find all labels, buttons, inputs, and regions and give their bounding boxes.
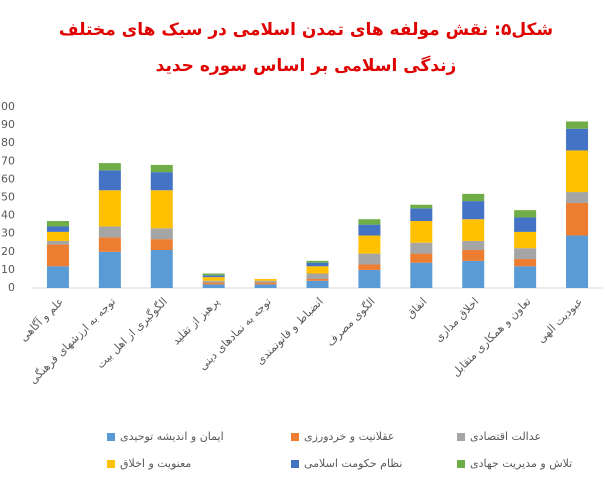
y-tick-label: 20 — [1, 245, 15, 258]
bar-segment — [202, 284, 225, 288]
bar-segment — [306, 262, 329, 267]
legend-swatch — [457, 460, 465, 468]
x-tick-label: پرهیز از تقلید — [170, 295, 222, 347]
bar-segment — [358, 253, 381, 265]
bar-segment — [566, 192, 589, 203]
bar-segment — [566, 202, 589, 236]
legend-swatch — [107, 460, 115, 468]
bar-segment — [358, 224, 381, 236]
bar-segment — [306, 280, 329, 288]
x-tick-label: الگوی مصرف — [324, 295, 378, 349]
bar-segment — [462, 201, 485, 220]
legend-label: ایمان و اندیشه توحیدی — [120, 430, 224, 443]
bar-segment — [566, 150, 589, 193]
y-tick-label: 50 — [1, 191, 15, 204]
x-tick-label: اخلاق مداری — [432, 295, 482, 345]
legend-swatch — [457, 433, 465, 441]
bar-segment — [306, 266, 329, 274]
x-tick-label: توجه به ارزشهای فرهنگی — [27, 295, 119, 387]
legend-label: نظام حکومت اسلامی — [304, 457, 402, 470]
legend-label: عدالت اقتصادی — [470, 430, 541, 443]
bar-segment — [462, 219, 485, 241]
bar-segment — [46, 221, 69, 227]
bar-segment — [462, 260, 485, 288]
bar-segment — [514, 259, 537, 267]
legend-swatch — [291, 460, 299, 468]
y-tick-label: 10 — [1, 263, 15, 276]
bar-segment — [46, 244, 69, 267]
bar-segment — [150, 249, 173, 288]
bar-segment — [254, 280, 277, 283]
bar-segment — [202, 282, 225, 285]
y-tick-label: 60 — [1, 172, 15, 185]
bar-segment — [410, 204, 433, 209]
bar-segment — [566, 121, 589, 129]
bar-segment — [410, 221, 433, 243]
y-tick-label: 70 — [1, 154, 15, 167]
bar-segment — [306, 273, 329, 279]
bar-segment — [358, 269, 381, 288]
bar-segment — [254, 282, 277, 285]
bar-segment — [46, 266, 69, 288]
bar-segment — [462, 249, 485, 261]
bar-segment — [46, 226, 69, 232]
chart-title: شکل۵: نقش مولفه های تمدن اسلامی در سبک ه… — [59, 20, 553, 40]
bar-segment — [202, 273, 225, 276]
bar-segment — [202, 275, 225, 278]
bar-segment — [98, 237, 121, 252]
bar-segment — [98, 170, 121, 191]
bar-segment — [202, 277, 225, 281]
bar-segment — [514, 248, 537, 260]
bar-segment — [358, 235, 381, 254]
bar-segment — [98, 190, 121, 227]
legend-label: عقلانیت و خردورزی — [304, 430, 395, 443]
legend-label: معنویت و اخلاق — [120, 457, 191, 470]
y-tick-label: 80 — [1, 136, 15, 149]
bar-segment — [150, 239, 173, 250]
bar-segment — [306, 260, 329, 263]
bar-segment — [410, 253, 433, 263]
y-tick-label: 90 — [1, 118, 15, 131]
chart-subtitle: زندگی اسلامی بر اساس سوره حدید — [156, 55, 457, 76]
bar-segment — [514, 266, 537, 288]
bar-segment — [150, 190, 173, 229]
y-tick-label: 100 — [0, 100, 15, 113]
bar-segment — [410, 208, 433, 222]
x-tick-label: علم و آگاهی — [16, 294, 66, 344]
bar-segment — [514, 210, 537, 218]
bar-segment — [462, 193, 485, 202]
bar-segment — [150, 172, 173, 191]
bar-segment — [46, 240, 69, 245]
x-tick-label: انفاق — [404, 295, 430, 321]
bar-segment — [254, 278, 277, 281]
bar-segment — [358, 219, 381, 225]
bar-segment — [98, 251, 121, 288]
legend-label: تلاش و مدیریت جهادی — [470, 457, 572, 470]
bar-segment — [150, 228, 173, 240]
bar-segment — [306, 278, 329, 281]
bar-segment — [514, 217, 537, 232]
bar-segment — [150, 164, 173, 173]
bar-segment — [358, 264, 381, 270]
bar-segment — [254, 284, 277, 288]
bar-segment — [566, 128, 589, 151]
bar-segment — [202, 280, 225, 283]
legend-swatch — [107, 433, 115, 441]
bar-segment — [46, 231, 69, 241]
y-tick-label: 30 — [1, 227, 15, 240]
legend-swatch — [291, 433, 299, 441]
bar-segment — [566, 235, 589, 288]
bar-segment — [410, 262, 433, 288]
bar-segment — [462, 240, 485, 250]
bar-segment — [98, 163, 121, 171]
y-tick-label: 40 — [1, 209, 15, 222]
bar-segment — [410, 242, 433, 254]
y-tick-label: 0 — [8, 281, 15, 294]
x-tick-label: عبودیت الهی — [535, 295, 586, 346]
bar-segment — [98, 226, 121, 238]
bar-segment — [514, 231, 537, 249]
